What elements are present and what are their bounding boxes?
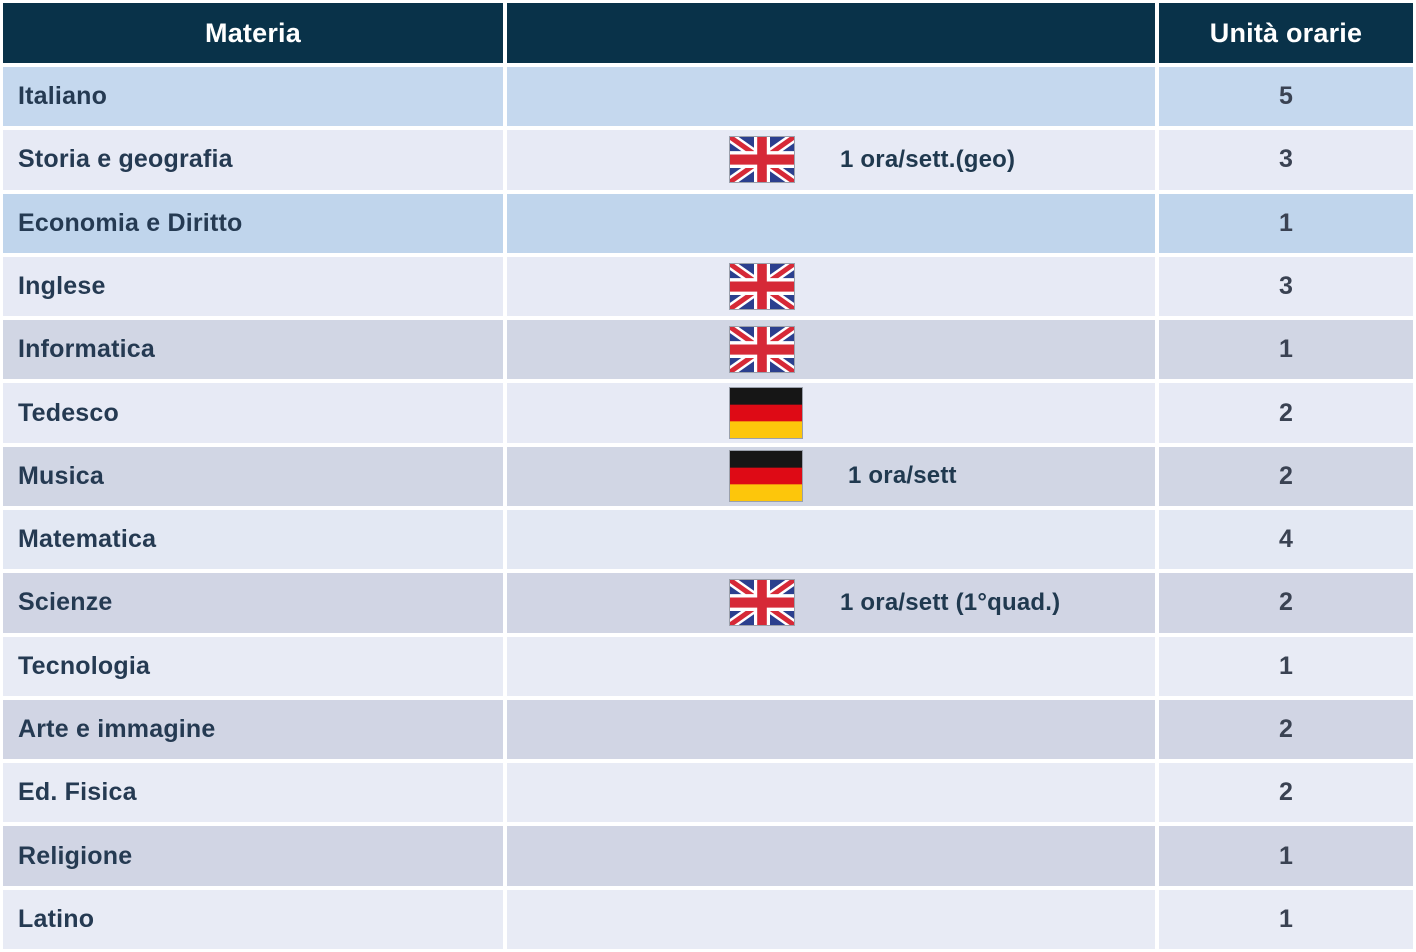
subject-cell: Inglese [3, 256, 503, 317]
note-cell [507, 383, 1155, 443]
flag-slot [729, 136, 795, 184]
subject-cell: Musica [3, 446, 503, 506]
hours-cell: 3 [1159, 256, 1413, 317]
note-cell [507, 826, 1155, 886]
note-cell [507, 67, 1155, 127]
note-text: 1 ora/sett (1°quad.) [840, 588, 1061, 616]
note-cell: 1 ora/sett.(geo) [507, 130, 1155, 190]
hours-cell: 2 [1159, 446, 1413, 506]
hours-cell: 1 [1159, 193, 1413, 253]
subject-cell: Storia e geografia [3, 130, 503, 190]
note-text: 1 ora/sett.(geo) [840, 145, 1016, 173]
subject-cell: Ed. Fisica [3, 763, 503, 823]
uk-flag-icon [729, 326, 795, 374]
flag-slot [729, 326, 795, 374]
flag-slot [729, 579, 795, 627]
subject-cell: Religione [3, 826, 503, 886]
hours-cell: 2 [1159, 763, 1413, 823]
column-header-unita-orarie: Unità orarie [1159, 3, 1413, 63]
note-cell: 1 ora/sett (1°quad.) [507, 573, 1155, 633]
note-cell [507, 889, 1155, 949]
subject-cell: Matematica [3, 509, 503, 570]
note-cell [507, 699, 1155, 760]
hours-cell: 1 [1159, 636, 1413, 696]
note-cell [507, 256, 1155, 317]
note-cell [507, 193, 1155, 253]
uk-flag-icon [729, 136, 795, 184]
hours-cell: 1 [1159, 826, 1413, 886]
column-header-materia: Materia [3, 3, 503, 63]
subject-cell: Latino [3, 889, 503, 949]
hours-cell: 4 [1159, 509, 1413, 570]
subject-cell: Economia e Diritto [3, 193, 503, 253]
flag-slot [729, 450, 803, 503]
hours-cell: 1 [1159, 320, 1413, 380]
uk-flag-icon [729, 262, 795, 310]
hours-cell: 2 [1159, 573, 1413, 633]
subject-cell: Tedesco [3, 383, 503, 443]
hours-cell: 5 [1159, 67, 1413, 127]
germany-flag-icon [729, 387, 803, 440]
hours-cell: 2 [1159, 699, 1413, 760]
hours-cell: 2 [1159, 383, 1413, 443]
germany-flag-icon [729, 450, 803, 503]
note-cell [507, 763, 1155, 823]
note-cell: 1 ora/sett [507, 446, 1155, 506]
flag-slot [729, 387, 803, 440]
subject-cell: Italiano [3, 67, 503, 127]
subject-cell: Arte e immagine [3, 699, 503, 760]
note-cell [507, 636, 1155, 696]
note-text: 1 ora/sett [848, 462, 957, 490]
note-cell [507, 509, 1155, 570]
hours-cell: 3 [1159, 130, 1413, 190]
subject-cell: Scienze [3, 573, 503, 633]
flag-slot [729, 262, 795, 310]
subject-cell: Tecnologia [3, 636, 503, 696]
hours-cell: 1 [1159, 889, 1413, 949]
uk-flag-icon [729, 579, 795, 627]
column-header-note [507, 3, 1155, 63]
subject-cell: Informatica [3, 320, 503, 380]
note-cell [507, 320, 1155, 380]
